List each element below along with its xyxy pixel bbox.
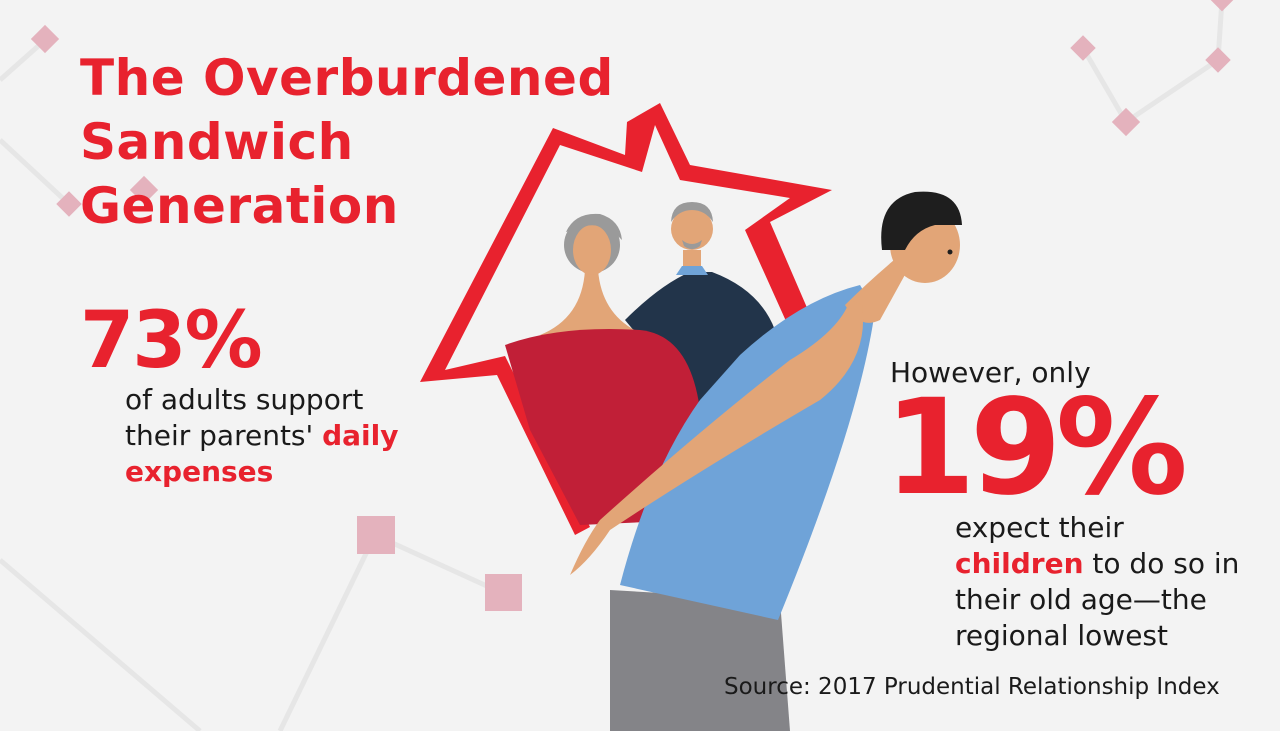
title-line: The Overburdened [80,49,614,107]
text-line: of adults support [125,383,364,416]
highlight: children [955,547,1084,580]
stat-73-description: of adults support their parents' daily e… [125,382,399,490]
stat-19-intro: However, only [890,356,1091,389]
house-outline [420,103,832,535]
young-man [570,191,962,731]
source-note: Source: 2017 Prudential Relationship Ind… [724,674,1220,700]
text-line: regional lowest [955,619,1168,652]
text: to do so in [1083,547,1240,580]
text-line: children to do so in [955,546,1239,582]
title-line: Sandwich [80,113,354,171]
page-title: The Overburdened Sandwich Generation [80,46,614,238]
stat-19-description: expect their children to do so in their … [955,510,1239,654]
title-line: Generation [80,177,399,235]
stat-19-value: 19% [884,371,1188,525]
text-line: their parents' daily [125,418,399,454]
stat-73-value: 73% [80,296,263,386]
decor-network [0,0,1225,731]
text-line: their old age—the [955,583,1207,616]
text-line: expect their [955,511,1124,544]
text: their parents' [125,419,323,452]
highlight: daily [322,419,399,452]
highlight: expenses [125,455,274,488]
